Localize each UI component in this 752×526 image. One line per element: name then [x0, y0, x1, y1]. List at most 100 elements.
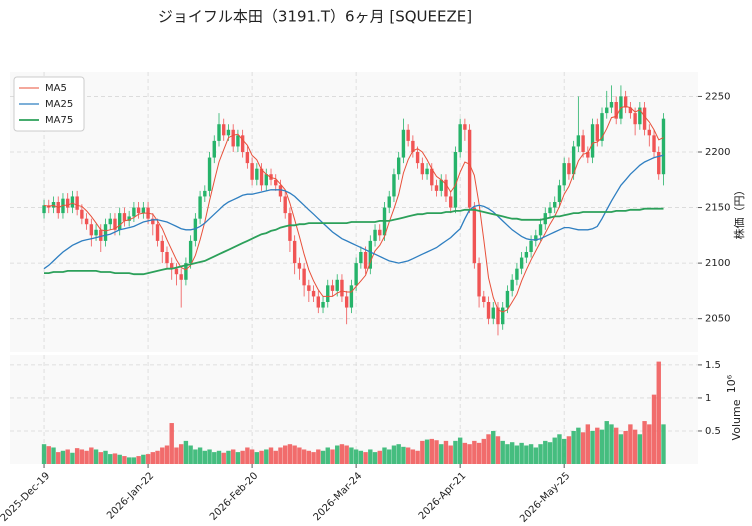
candle-body — [420, 163, 425, 175]
candle-body — [160, 240, 164, 252]
volume-bar — [174, 447, 179, 464]
volume-bar — [98, 452, 103, 464]
volume-bar — [623, 430, 628, 464]
candle-body — [515, 268, 519, 280]
candle-body — [562, 163, 566, 186]
volume-bar — [509, 442, 515, 464]
volume-bar — [599, 429, 605, 464]
candle-body — [70, 196, 75, 208]
candle-body — [65, 198, 70, 208]
legend-label: MA5 — [45, 83, 67, 94]
volume-bar — [56, 452, 61, 464]
candle-body — [496, 307, 500, 325]
candle-body — [302, 268, 306, 286]
volume-bar — [453, 440, 458, 464]
volume-bar — [642, 421, 647, 464]
volume-bar — [476, 442, 482, 464]
volume-bar — [661, 424, 666, 464]
volume-bar — [349, 447, 354, 464]
volume-bar — [278, 447, 283, 464]
volume-bar — [301, 449, 307, 464]
candle-body — [335, 279, 339, 291]
candle-body — [94, 229, 98, 236]
volume-bar — [637, 434, 643, 464]
candle-body — [378, 229, 382, 236]
candle-body — [226, 129, 231, 136]
candle-body — [141, 207, 146, 214]
candle-body — [179, 274, 183, 280]
volume-bar — [372, 452, 378, 464]
candle-body — [198, 196, 202, 219]
candle-body — [411, 140, 415, 152]
volume-bar — [254, 452, 260, 464]
candle-body — [406, 129, 410, 141]
candle-body — [326, 285, 330, 302]
candle-body — [217, 124, 221, 141]
candle-body — [354, 263, 358, 286]
volume-bar — [595, 427, 600, 464]
volume-bar — [320, 450, 326, 464]
volume-bar — [273, 450, 278, 464]
candle-body — [103, 224, 108, 241]
volume-bar — [197, 447, 203, 464]
candle-body — [647, 129, 651, 136]
volume-bar — [500, 440, 505, 464]
candle-body — [534, 235, 538, 241]
candle-body — [519, 257, 524, 269]
candle-body — [274, 179, 278, 186]
volume-bar — [264, 449, 269, 464]
volume-bar — [335, 445, 340, 464]
candle-body — [231, 129, 235, 147]
candle-body — [349, 285, 354, 308]
candle-body — [652, 135, 656, 152]
candle-body — [623, 96, 628, 108]
y-tick-label: 2100 — [705, 258, 730, 269]
candle-body — [127, 216, 131, 221]
candle-body — [122, 213, 127, 221]
candle-body — [297, 263, 302, 269]
candle-body — [524, 252, 529, 258]
volume-bar — [448, 445, 453, 464]
volume-bar — [93, 449, 99, 464]
candle-body — [89, 224, 94, 236]
volume-tick-label: 0.5 — [705, 426, 721, 437]
volume-bar — [150, 452, 156, 464]
volume-bar — [41, 444, 47, 464]
volume-bar — [552, 437, 557, 464]
candle-body — [614, 102, 618, 119]
volume-bar — [585, 424, 591, 464]
volume-bar — [457, 437, 463, 464]
candle-body — [288, 213, 292, 241]
volume-bar — [283, 445, 288, 464]
candle-body — [482, 296, 486, 302]
volume-bar — [70, 452, 75, 464]
volume-bar — [557, 434, 562, 464]
volume-bar — [306, 450, 312, 464]
volume-bar — [391, 445, 397, 464]
candle-body — [207, 157, 212, 191]
volume-bar — [117, 454, 122, 464]
volume-bar — [396, 444, 401, 464]
volume-bar — [495, 436, 501, 464]
candle-body — [605, 107, 609, 114]
volume-bar — [268, 447, 274, 464]
volume-bar — [547, 442, 553, 464]
candle-body — [463, 124, 467, 130]
candle-body — [184, 263, 188, 280]
volume-bar — [183, 440, 189, 464]
ma-line — [43, 105, 664, 313]
candle-body — [609, 102, 614, 108]
volume-bar — [368, 449, 373, 464]
volume-offset: 10⁶ — [725, 374, 738, 393]
volume-bar — [481, 438, 486, 464]
volume-bar — [405, 447, 411, 464]
volume-bar — [434, 440, 439, 464]
volume-bar — [344, 445, 349, 464]
volume-bar — [514, 445, 520, 464]
volume-bar — [424, 439, 430, 464]
volume-bar — [221, 452, 226, 464]
chart-title: ジョイフル本田（3191.T）6ヶ月 [SQUEEZE] — [158, 8, 472, 26]
volume-bar — [122, 456, 127, 464]
candle-body — [264, 174, 268, 186]
